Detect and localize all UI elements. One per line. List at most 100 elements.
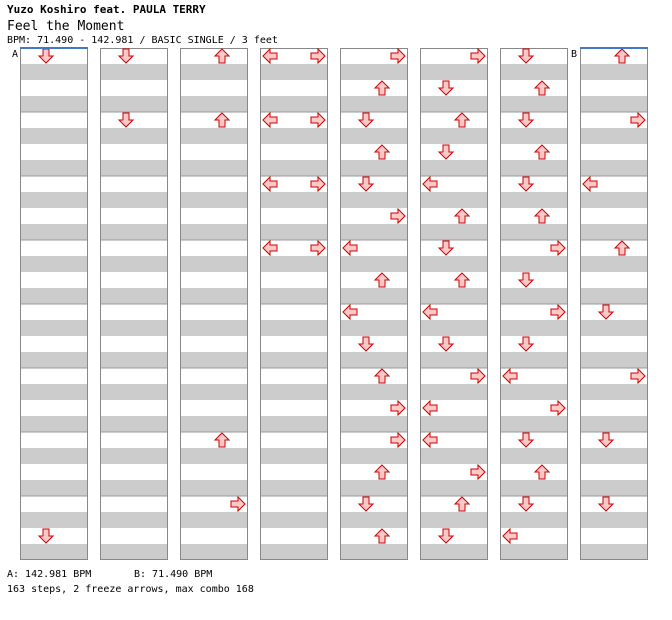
row-stripe xyxy=(580,512,648,528)
row-stripe xyxy=(580,352,648,368)
row-stripe xyxy=(260,352,328,368)
down-arrow-icon xyxy=(597,496,615,512)
left-arrow-icon xyxy=(342,303,358,321)
row-stripe xyxy=(260,96,328,112)
row-stripe xyxy=(100,256,168,272)
down-arrow-icon xyxy=(517,496,535,512)
row-stripe xyxy=(180,288,248,304)
down-arrow-icon xyxy=(117,48,135,64)
row-stripe xyxy=(180,512,248,528)
row-stripe xyxy=(260,288,328,304)
right-arrow-icon xyxy=(310,175,326,193)
chart-column xyxy=(500,48,568,560)
down-arrow-icon xyxy=(437,528,455,544)
row-stripe xyxy=(340,512,408,528)
down-arrow-icon xyxy=(437,336,455,352)
row-stripe xyxy=(420,64,488,80)
right-arrow-icon xyxy=(310,47,326,65)
artist-name: Yuzo Koshiro feat. PAULA TERRY xyxy=(7,3,206,16)
left-arrow-icon xyxy=(342,239,358,257)
up-arrow-icon xyxy=(373,464,391,480)
row-stripe xyxy=(420,256,488,272)
row-stripe xyxy=(580,320,648,336)
row-stripe xyxy=(100,224,168,240)
row-stripe xyxy=(20,256,88,272)
down-arrow-icon xyxy=(357,336,375,352)
row-stripe xyxy=(500,96,568,112)
row-stripe xyxy=(580,160,648,176)
row-stripe xyxy=(260,384,328,400)
row-stripe xyxy=(260,128,328,144)
right-arrow-icon xyxy=(390,399,406,417)
left-arrow-icon xyxy=(262,239,278,257)
row-stripe xyxy=(100,480,168,496)
row-stripe xyxy=(180,96,248,112)
row-stripe xyxy=(340,256,408,272)
row-stripe xyxy=(340,192,408,208)
left-arrow-icon xyxy=(502,367,518,385)
row-stripe xyxy=(340,416,408,432)
down-arrow-icon xyxy=(517,336,535,352)
row-stripe xyxy=(340,224,408,240)
row-stripe xyxy=(420,128,488,144)
left-arrow-icon xyxy=(262,111,278,129)
down-arrow-icon xyxy=(517,112,535,128)
row-stripe xyxy=(260,320,328,336)
row-stripe xyxy=(580,544,648,560)
row-stripe xyxy=(500,320,568,336)
right-arrow-icon xyxy=(390,207,406,225)
bpm-marker-b-label: B xyxy=(571,49,577,60)
row-stripe xyxy=(100,96,168,112)
row-stripe xyxy=(20,544,88,560)
up-arrow-icon xyxy=(213,112,231,128)
row-stripe xyxy=(20,160,88,176)
up-arrow-icon xyxy=(453,208,471,224)
row-stripe xyxy=(100,448,168,464)
row-stripe xyxy=(500,64,568,80)
row-stripe xyxy=(420,480,488,496)
row-stripe xyxy=(100,288,168,304)
right-arrow-icon xyxy=(550,239,566,257)
row-stripe xyxy=(180,480,248,496)
column-border xyxy=(420,48,488,560)
row-stripe xyxy=(100,128,168,144)
chart-column xyxy=(340,47,408,560)
down-arrow-icon xyxy=(517,272,535,288)
up-arrow-icon xyxy=(453,272,471,288)
left-arrow-icon xyxy=(422,175,438,193)
column-border xyxy=(260,48,328,560)
up-arrow-icon xyxy=(373,368,391,384)
right-arrow-icon xyxy=(310,111,326,129)
row-stripe xyxy=(100,512,168,528)
chart-column xyxy=(180,48,248,560)
row-stripe xyxy=(20,480,88,496)
row-stripe xyxy=(260,416,328,432)
left-arrow-icon xyxy=(262,47,278,65)
row-stripe xyxy=(580,224,648,240)
row-stripe xyxy=(20,512,88,528)
row-stripe xyxy=(180,256,248,272)
up-arrow-icon xyxy=(213,48,231,64)
chart-column xyxy=(20,48,88,560)
left-arrow-icon xyxy=(422,431,438,449)
row-stripe xyxy=(500,224,568,240)
bpm-b-text: B: 71.490 BPM xyxy=(134,569,213,580)
up-arrow-icon xyxy=(373,528,391,544)
chart-columns xyxy=(20,47,648,560)
row-stripe xyxy=(180,160,248,176)
chart-meta: BPM: 71.490 - 142.981 / BASIC SINGLE / 3… xyxy=(7,35,278,46)
row-stripe xyxy=(340,544,408,560)
row-stripe xyxy=(500,352,568,368)
up-arrow-icon xyxy=(533,464,551,480)
row-stripe xyxy=(100,384,168,400)
row-stripe xyxy=(180,448,248,464)
left-arrow-icon xyxy=(422,303,438,321)
down-arrow-icon xyxy=(517,432,535,448)
row-stripe xyxy=(500,512,568,528)
down-arrow-icon xyxy=(357,112,375,128)
bpm-marker-a-label: A xyxy=(12,49,18,60)
up-arrow-icon xyxy=(373,144,391,160)
left-arrow-icon xyxy=(582,175,598,193)
chart-column xyxy=(100,48,168,560)
row-stripe xyxy=(20,384,88,400)
